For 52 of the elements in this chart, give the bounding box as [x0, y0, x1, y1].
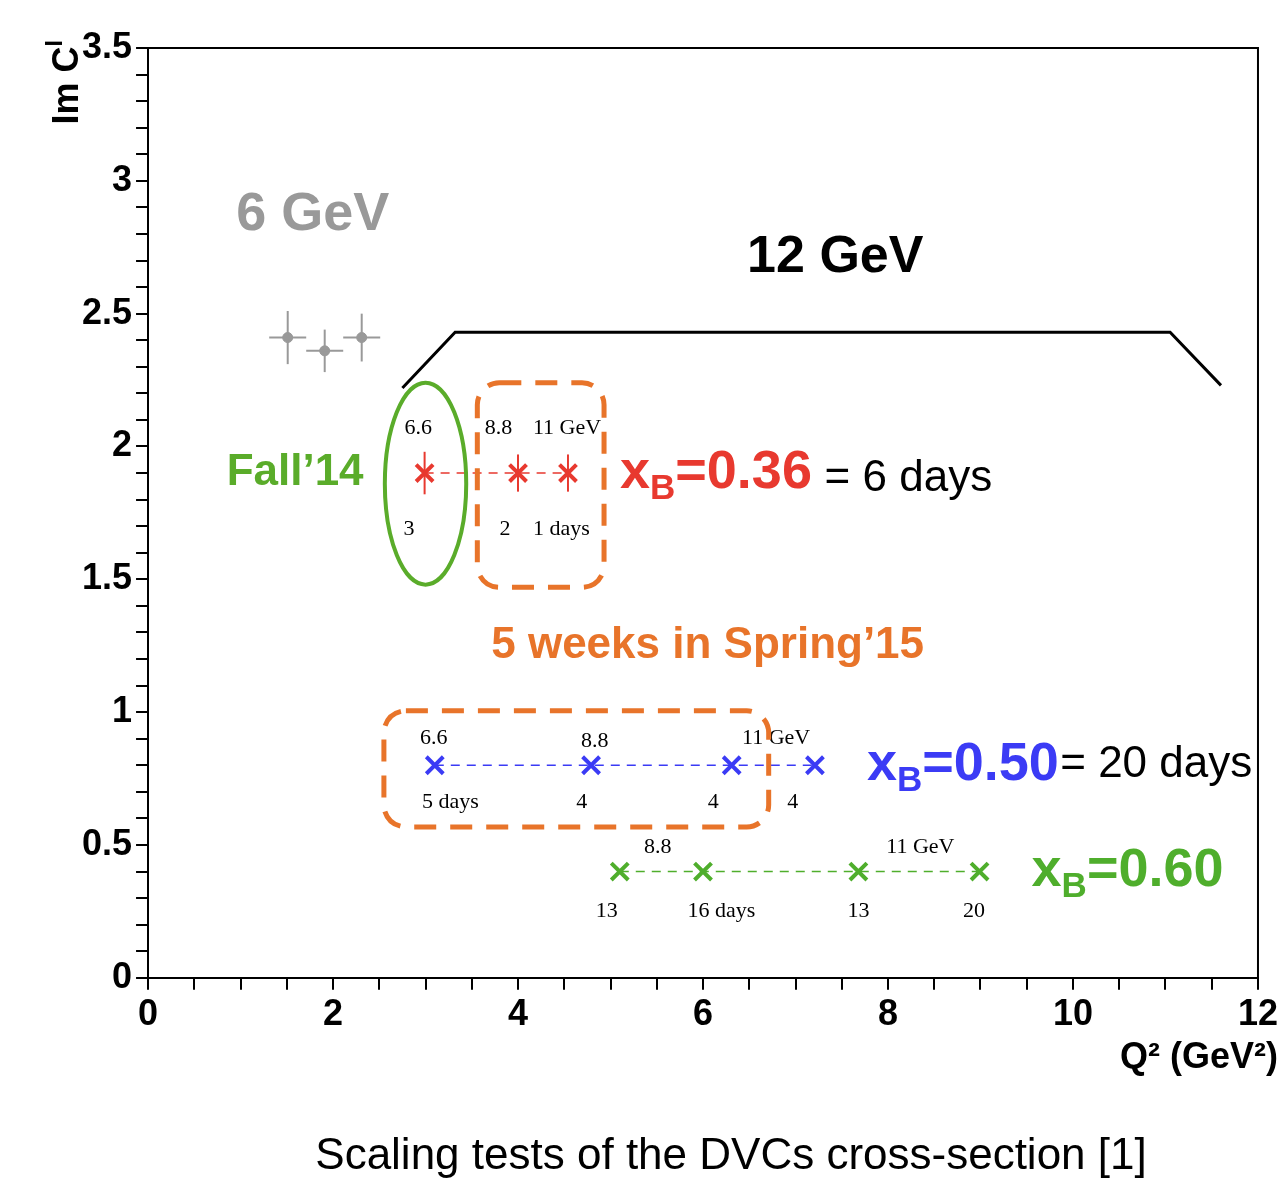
annotation: 11 GeV [886, 833, 955, 859]
x-tick-label: 10 [1052, 992, 1094, 1034]
annotation: 3 [403, 514, 415, 540]
point [424, 754, 446, 776]
y-tick-label: 0 [112, 954, 133, 996]
annotation: = 20 days [1060, 737, 1253, 787]
point [557, 462, 579, 484]
annotation: 8.8 [581, 727, 609, 753]
annotation: 6.6 [404, 413, 432, 439]
annotation: 5 days [422, 788, 479, 814]
annotation: 16 days [687, 897, 756, 923]
annotation: 11 GeV [532, 413, 602, 439]
annotation: 13 [847, 897, 870, 923]
annotation: 5 weeks in Spring’15 [491, 617, 925, 667]
annotation: 20 [963, 897, 986, 923]
y-tick-label: 0.5 [82, 821, 133, 863]
annotation: 2 [499, 514, 511, 540]
point [692, 861, 714, 883]
annotation: 6.6 [420, 724, 448, 750]
y-tick-label: 3 [112, 157, 133, 199]
y-tick-label: 1 [112, 689, 133, 731]
annotation: 1 days [533, 514, 590, 540]
annotation: 6 GeV [236, 181, 390, 242]
point [414, 462, 436, 484]
annotation: 4 [707, 788, 719, 814]
annotation: = 6 days [824, 450, 993, 500]
point [721, 754, 743, 776]
point [847, 861, 869, 883]
point [507, 462, 529, 484]
x-tick-label: 0 [138, 992, 159, 1034]
x-tick-label: 12 [1237, 992, 1278, 1034]
point [804, 754, 826, 776]
x-tick-label: 8 [877, 992, 899, 1034]
annotation: 11 GeV [741, 724, 811, 750]
annotation: 8.8 [484, 413, 513, 439]
y-tick-label: 1.5 [82, 556, 133, 598]
annotation: 4 [576, 788, 588, 814]
x-tick-label: 2 [323, 992, 344, 1034]
annotation: 12 GeV [747, 225, 924, 284]
y-tick-label: 2 [112, 423, 133, 465]
point [609, 861, 631, 883]
x-tick-label: 6 [693, 992, 714, 1034]
point [969, 861, 991, 883]
annotation: 8.8 [643, 833, 672, 859]
x-axis-title: Q² (GeV²) [1120, 1034, 1279, 1076]
annotation: Fall’14 [226, 445, 365, 495]
annotation: 4 [787, 788, 799, 814]
text: Scaling tests of the DVCs cross-section [1] [315, 1129, 1147, 1179]
x-tick-label: 4 [508, 992, 529, 1034]
annotation: 13 [595, 897, 618, 923]
point [580, 754, 602, 776]
y-tick-label: 2.5 [82, 290, 133, 332]
